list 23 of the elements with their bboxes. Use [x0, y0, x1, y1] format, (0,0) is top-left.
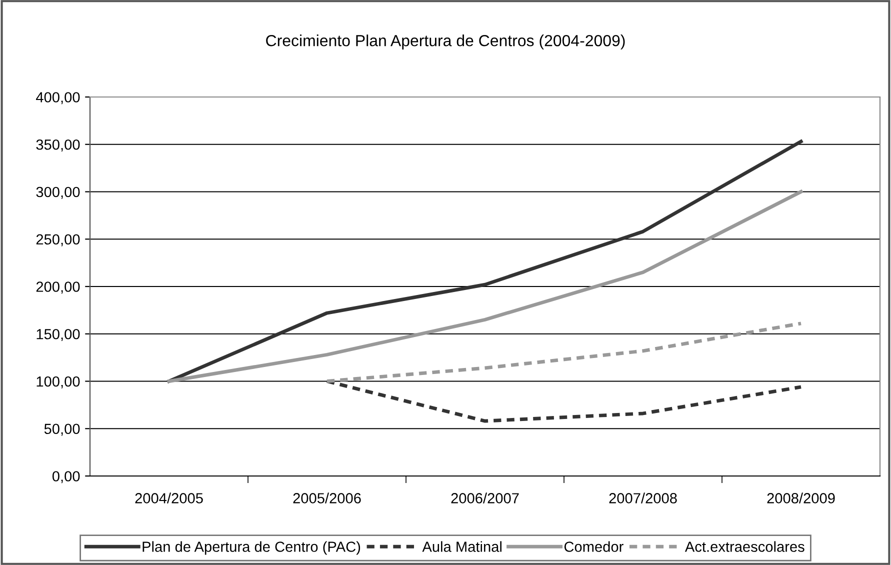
x-tick-label: 2007/2008 [609, 492, 677, 504]
line-series [325, 322, 803, 383]
x-tick-label: 2006/2007 [451, 492, 519, 504]
y-tick-label: 50,00 [44, 424, 80, 436]
y-tick-label: 350,00 [36, 139, 80, 152]
legend-label: Plan de Apertura de Centro (PAC) [142, 541, 360, 555]
y-tick-label: 300,00 [36, 186, 80, 199]
y-tick-label: 150,00 [36, 328, 80, 342]
x-tick-label: 2005/2006 [293, 492, 361, 504]
legend-label: Act.extraescolares [684, 541, 804, 552]
x-tick-label: 2008/2009 [767, 492, 835, 504]
x-tick-label: 2004/2005 [135, 492, 203, 504]
line-series [325, 380, 803, 423]
legend-label: Aula Matinal [422, 541, 502, 552]
line-series [167, 190, 803, 383]
y-tick-label: 200,00 [36, 282, 80, 294]
y-tick-label: 400,00 [36, 92, 80, 104]
y-tick-label: 0,00 [52, 471, 80, 484]
line-series [167, 140, 803, 383]
chart-title: Crecimiento Plan Apertura de Centros (2004-2009) [266, 34, 625, 50]
y-tick-label: 100,00 [36, 376, 80, 388]
y-tick-label: 250,00 [36, 234, 80, 246]
legend-label: Comedor [564, 541, 624, 552]
